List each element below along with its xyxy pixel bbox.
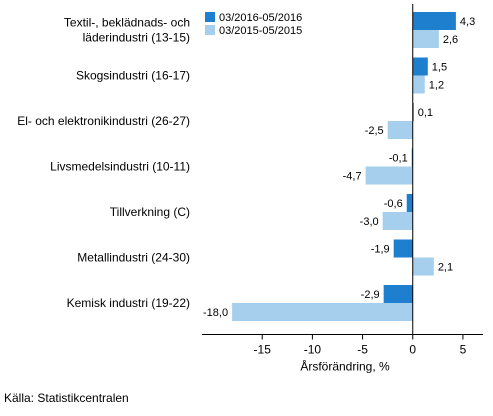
value-labels: 4,3 1,5 0,1 -0,1 -0,6 -1,9 -2,9 2,6 1,2 -2,5 -4,7 -… xyxy=(203,16,475,319)
category-label: El- och elektronikindustri (26-27) xyxy=(17,114,190,128)
x-tick-label: -5 xyxy=(357,343,368,357)
category-label: Kemisk industri (19-22) xyxy=(67,296,190,310)
x-axis-title: Årsförändring, % xyxy=(300,359,390,374)
category-label-line: Skogsindustri (16-17) xyxy=(76,69,190,83)
bar xyxy=(382,212,413,230)
category-label: Textil-, beklädnads- och läderindustri (1… xyxy=(64,16,190,45)
category-label-line: El- och elektronikindustri (26-27) xyxy=(17,114,190,128)
value-label: -2,5 xyxy=(365,125,384,137)
category-labels: Textil-, beklädnads- och läderindustri (1… xyxy=(17,16,190,311)
legend-swatch xyxy=(205,25,215,35)
bar xyxy=(411,148,413,167)
source-note: Källa: Statistikcentralen xyxy=(4,391,129,405)
category-label-line: Tillverkning (C) xyxy=(110,205,190,219)
x-tick-label: -15 xyxy=(254,343,272,357)
x-axis: -15 -10 -5 0 5 xyxy=(202,4,483,357)
x-tick-label: 0 xyxy=(409,343,416,357)
value-label: -0,1 xyxy=(389,153,408,165)
category-label-line: Kemisk industri (19-22) xyxy=(67,296,190,310)
bar xyxy=(387,121,413,139)
category-label-line: läderindustri (13-15) xyxy=(83,31,190,45)
value-label: 2,1 xyxy=(438,262,453,274)
category-label: Livsmedelsindustri (10-11) xyxy=(50,160,190,174)
legend-label: 03/2016-05/2016 xyxy=(219,12,302,24)
value-label: -2,9 xyxy=(361,289,380,301)
category-label-line: Livsmedelsindustri (10-11) xyxy=(50,160,190,174)
value-label: -0,6 xyxy=(384,198,403,210)
bar xyxy=(365,166,413,185)
bar xyxy=(412,30,439,48)
bar xyxy=(383,285,413,303)
value-label: -18,0 xyxy=(203,307,228,319)
category-label: Metallindustri (24-30) xyxy=(77,251,190,265)
x-tick-label: 5 xyxy=(460,343,467,357)
value-label: -1,9 xyxy=(371,244,390,256)
bar xyxy=(412,75,425,94)
bar xyxy=(406,194,413,212)
bars xyxy=(232,12,456,321)
value-label: 1,5 xyxy=(432,62,447,74)
bar xyxy=(412,57,428,76)
x-tick-label: -10 xyxy=(304,343,322,357)
value-label: -4,7 xyxy=(343,171,362,183)
bar xyxy=(393,239,413,258)
category-label: Skogsindustri (16-17) xyxy=(76,69,190,83)
bar xyxy=(412,12,456,30)
category-label: Tillverkning (C) xyxy=(110,205,190,219)
category-label-line: Textil-, beklädnads- och xyxy=(64,16,190,30)
bar xyxy=(412,103,414,121)
category-label-line: Metallindustri (24-30) xyxy=(77,251,190,265)
value-label: -3,0 xyxy=(360,216,379,228)
legend-swatch xyxy=(205,12,215,22)
value-label: 0,1 xyxy=(418,107,433,119)
legend-label: 03/2015-05/2015 xyxy=(219,25,302,37)
value-label: 1,2 xyxy=(429,80,444,92)
bar xyxy=(412,257,434,276)
value-label: 4,3 xyxy=(460,16,475,28)
bar xyxy=(232,303,413,321)
value-label: 2,6 xyxy=(443,34,458,46)
